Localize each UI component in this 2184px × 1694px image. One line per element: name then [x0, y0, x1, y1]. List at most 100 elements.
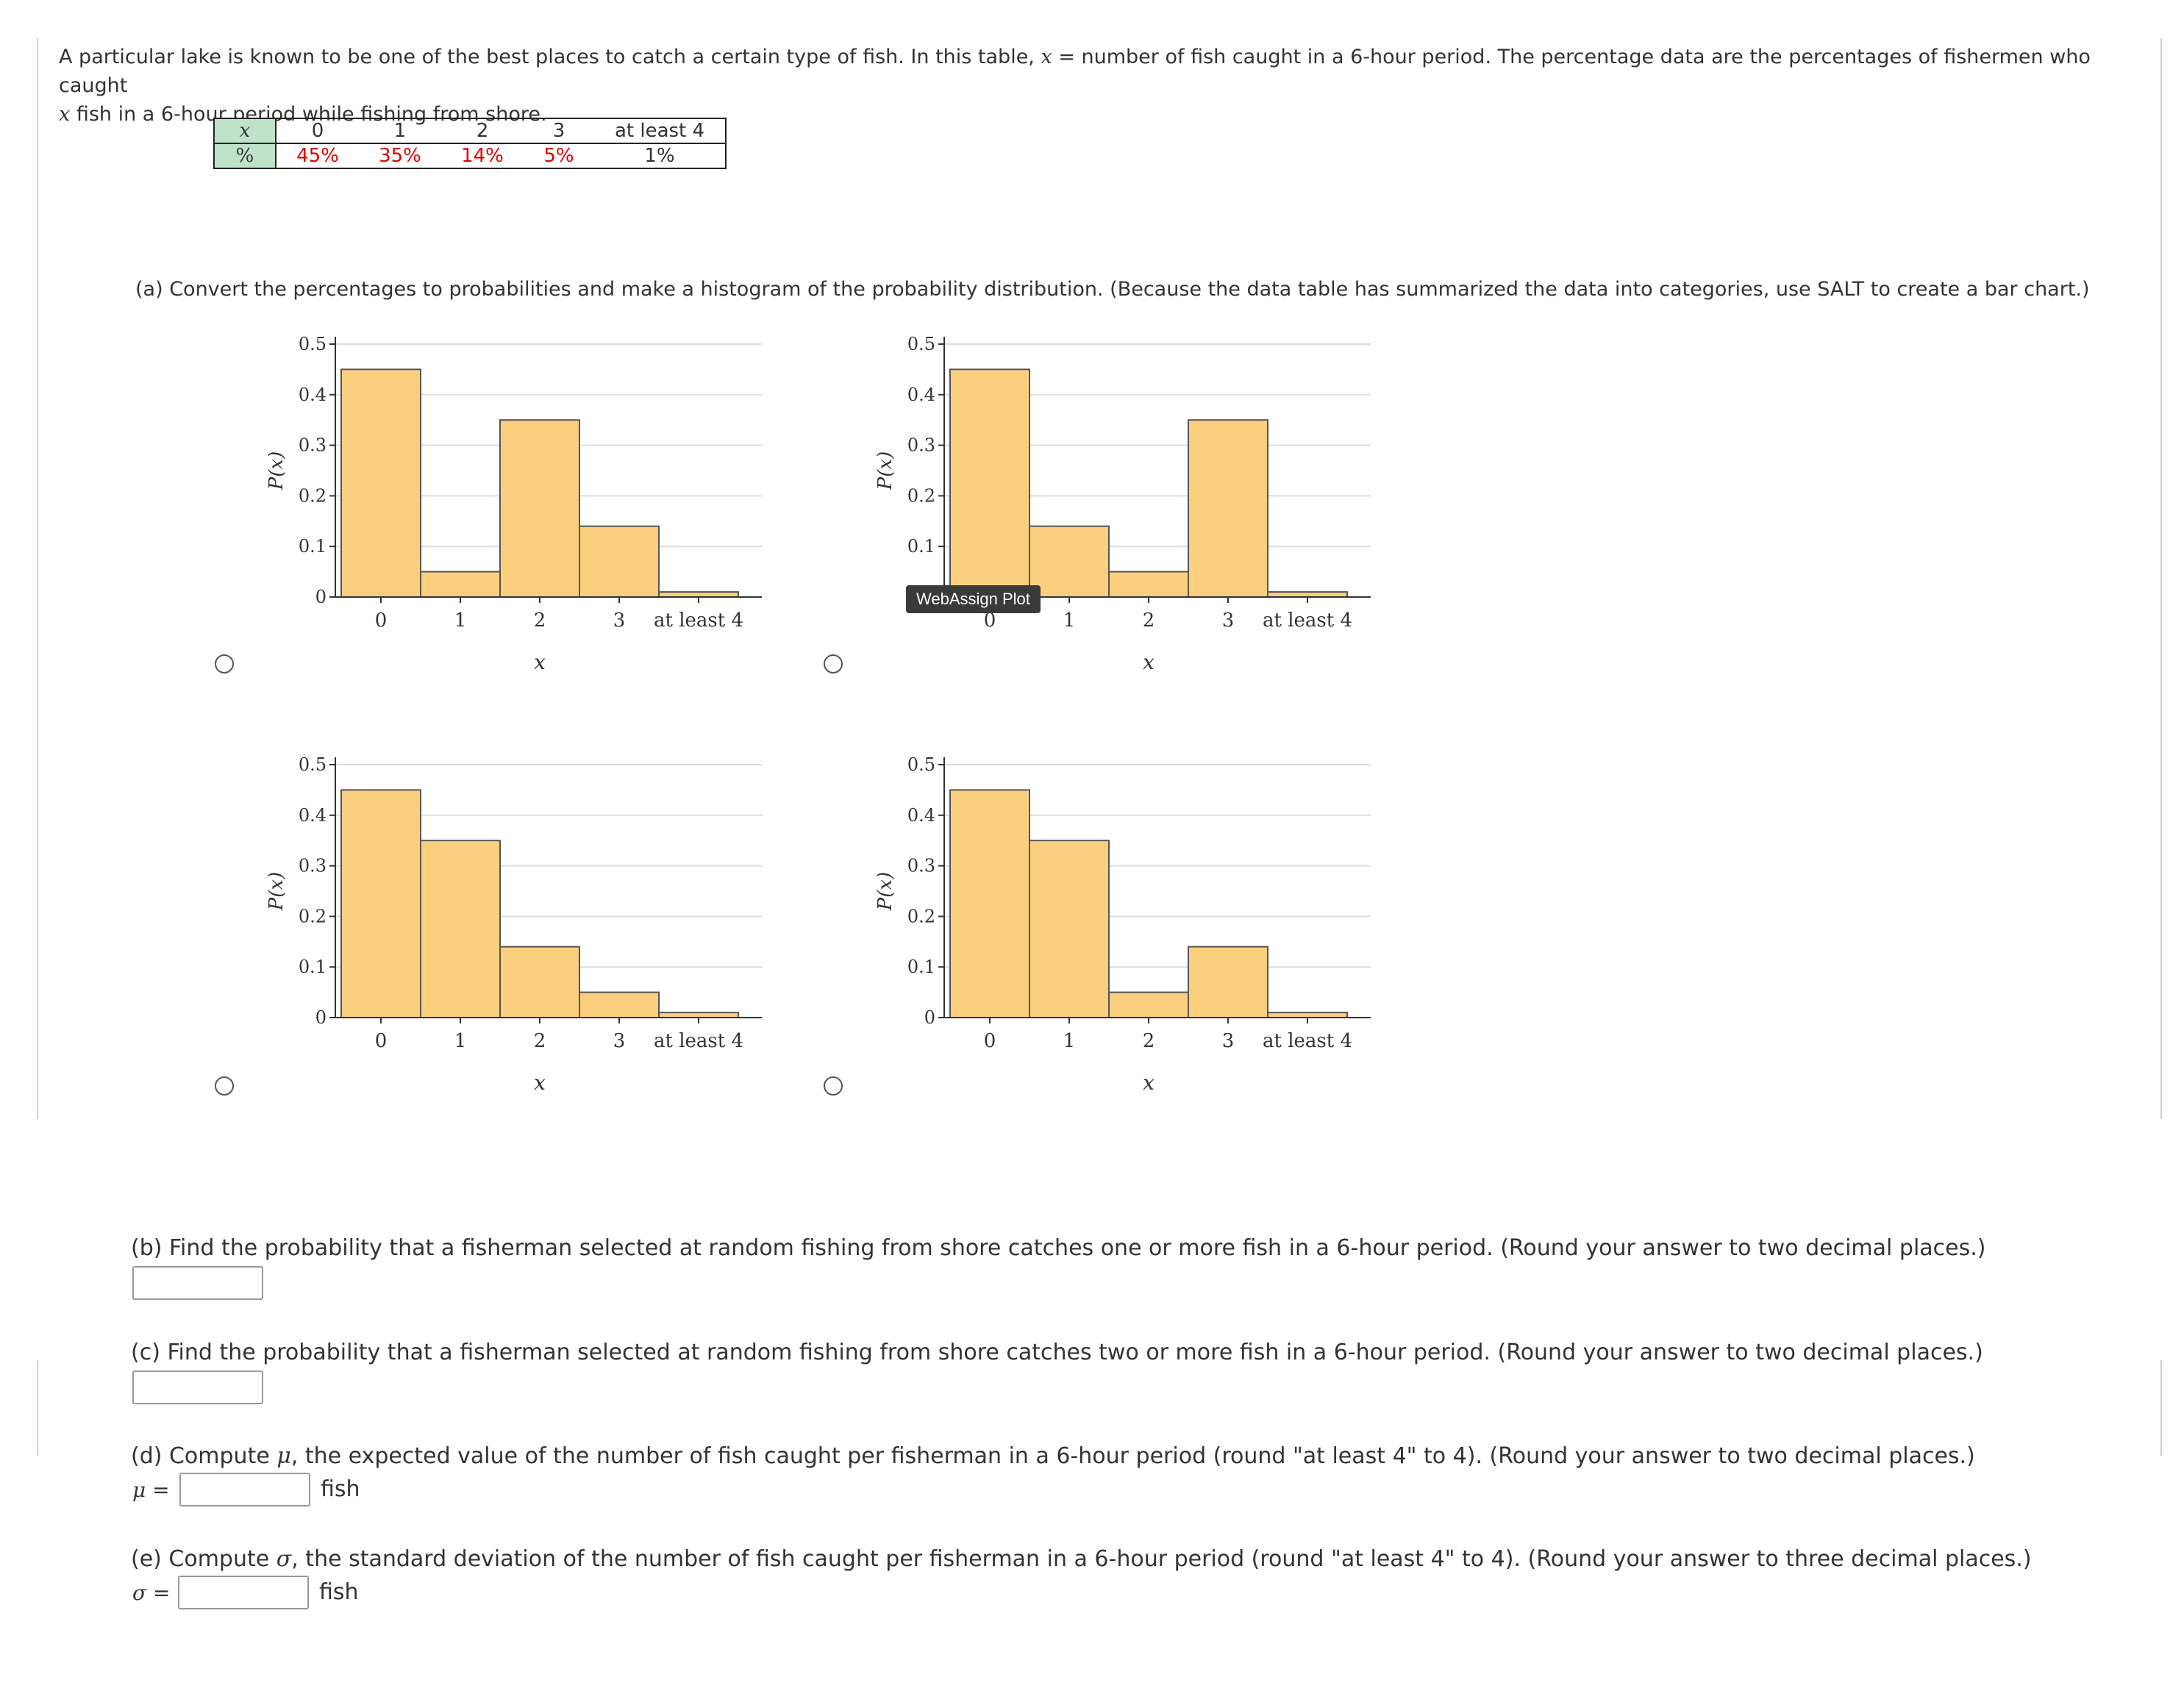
histogram-bar [579, 525, 660, 598]
x-tick-label: 2 [534, 610, 546, 632]
y-tick-label: 0.1 [299, 536, 326, 557]
radio-option-4[interactable] [824, 1076, 843, 1096]
x-axis-label: x [1143, 650, 1155, 674]
histogram-bar [579, 991, 660, 1019]
mu-label: μ = [132, 1478, 170, 1502]
table-header-x: x [213, 118, 276, 144]
y-tick-label: 0.3 [907, 856, 935, 876]
x-tick-label: at least 4 [654, 610, 743, 632]
y-tick-label: 0 [315, 1007, 326, 1028]
x-tick-label: at least 4 [1263, 1030, 1352, 1052]
part-e-question: (e) Compute σ, the standard deviation of… [131, 1546, 2032, 1572]
table-cell: 45% [276, 143, 359, 169]
content-frame-left-lower [37, 1360, 38, 1456]
x-tick-label: 3 [1222, 1030, 1235, 1052]
histogram-option-3: 0 0.1 0.2 0.3 0.4 0.5 0 1 2 3 at least 4 x P(x) [235, 744, 868, 1126]
y-tick-label: 0.5 [299, 334, 326, 354]
histogram-bar [499, 946, 580, 1018]
histogram-bar [658, 1012, 739, 1018]
table-row-pct: % 45% 35% 14% 5% 1% [213, 143, 727, 169]
y-tick-label: 0.4 [907, 805, 935, 826]
y-tick-label: 0.4 [907, 385, 935, 405]
table-cell: 2 [441, 118, 524, 144]
x-tick-label: 0 [984, 610, 996, 632]
histogram-bar [1267, 591, 1348, 598]
table-cell: 14% [441, 143, 524, 169]
part-d-answer-input[interactable] [179, 1473, 310, 1507]
table-cell: at least 4 [594, 118, 727, 144]
content-frame-left [37, 38, 38, 1119]
histogram-bar [1188, 946, 1268, 1018]
y-axis-label: P(x) [265, 872, 288, 911]
problem-intro: A particular lake is known to be one of … [59, 46, 2091, 126]
x-tick-label: 2 [1143, 1030, 1155, 1052]
histogram-bar [1029, 525, 1110, 598]
table-header-pct: % [213, 143, 276, 169]
radio-option-2[interactable] [824, 654, 843, 673]
histogram-bar [420, 571, 501, 598]
radio-option-1[interactable] [215, 654, 234, 673]
y-tick-label: 0.4 [299, 385, 326, 405]
part-b-answer-input[interactable] [132, 1266, 263, 1300]
table-cell: 35% [359, 143, 441, 169]
x-tick-label: 1 [454, 1030, 467, 1052]
y-tick-label: 0.5 [907, 334, 935, 354]
sigma-label: σ = [132, 1581, 171, 1605]
x-tick-label: 3 [1222, 610, 1235, 632]
part-c-answer-input[interactable] [132, 1370, 263, 1404]
y-tick-label: 0.1 [299, 957, 326, 977]
radio-option-3[interactable] [215, 1076, 234, 1096]
part-c-question: (c) Find the probability that a fisherma… [131, 1340, 1983, 1365]
x-tick-label: at least 4 [1263, 610, 1352, 632]
x-tick-label: 1 [1063, 1030, 1076, 1052]
y-tick-label: 0 [924, 1007, 935, 1028]
content-frame-right [2160, 38, 2162, 1119]
table-row-x: x 0 1 2 3 at least 4 [213, 118, 727, 144]
y-tick-label: 0.4 [299, 805, 326, 826]
x-axis-label: x [534, 1071, 546, 1095]
plot-tooltip: WebAssign Plot [906, 585, 1041, 613]
histogram-bar [1188, 419, 1268, 598]
histogram-bar [949, 789, 1030, 1019]
histogram-bar [1108, 571, 1189, 598]
frequency-table: x 0 1 2 3 at least 4 % 45% 35% 14% 5% 1% [213, 118, 727, 169]
histogram-bar [1029, 840, 1110, 1018]
x-tick-label: 3 [613, 1030, 626, 1052]
x-tick-label: 1 [1063, 610, 1076, 632]
x-tick-label: 0 [375, 1030, 388, 1052]
x-tick-label: 2 [534, 1030, 546, 1052]
y-tick-label: 0.2 [907, 906, 935, 926]
histogram-bar [340, 789, 421, 1019]
content-frame-right-lower [2160, 1360, 2162, 1456]
histogram-bar [949, 368, 1030, 598]
x-axis-label: x [1143, 1071, 1155, 1095]
y-tick-label: 0.2 [907, 485, 935, 506]
histogram-option-4: 0 0.1 0.2 0.3 0.4 0.5 0 1 2 3 at least 4 x P(x) [844, 744, 1477, 1126]
histogram-bar [1108, 991, 1189, 1019]
histogram-bar [499, 419, 580, 598]
table-cell: 0 [276, 118, 359, 144]
y-tick-label: 0.3 [907, 435, 935, 456]
y-tick-label: 0.2 [299, 906, 326, 926]
x-tick-label: 3 [613, 610, 626, 632]
x-tick-label: 0 [375, 610, 388, 632]
part-e-answer-input[interactable] [178, 1576, 309, 1609]
table-cell: 3 [524, 118, 594, 144]
part-d-unit: fish [321, 1476, 360, 1502]
y-tick-label: 0.3 [299, 856, 326, 876]
y-axis-label: P(x) [265, 451, 288, 490]
y-tick-label: 0 [315, 587, 326, 607]
part-a-question: (a) Convert the percentages to probabili… [135, 278, 2090, 301]
x-tick-label: 1 [454, 610, 467, 632]
y-tick-label: 0.1 [907, 957, 935, 977]
table-cell: 5% [524, 143, 594, 169]
y-tick-label: 0.2 [299, 485, 326, 506]
table-cell: 1% [594, 143, 727, 169]
part-e-unit: fish [319, 1579, 359, 1605]
y-tick-label: 0.1 [907, 536, 935, 557]
histogram-bar [340, 368, 421, 598]
